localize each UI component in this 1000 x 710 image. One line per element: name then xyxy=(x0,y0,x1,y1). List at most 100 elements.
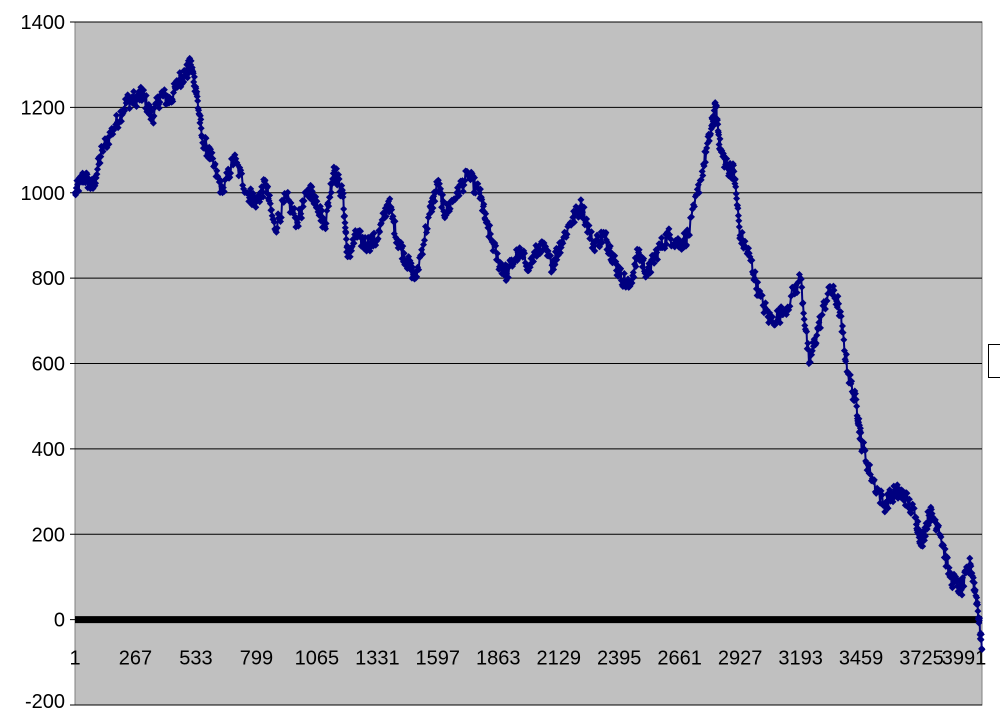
series-point xyxy=(745,244,752,252)
series-point xyxy=(313,197,321,205)
series-point xyxy=(716,135,724,143)
series-point xyxy=(474,180,482,188)
series-point xyxy=(326,193,334,201)
series-point xyxy=(647,268,655,276)
series-point xyxy=(690,203,698,210)
series-point xyxy=(290,204,298,212)
series-point xyxy=(382,212,390,220)
series-point xyxy=(620,270,628,277)
series-point xyxy=(476,185,484,193)
series-point xyxy=(409,263,416,271)
series-point xyxy=(431,197,439,205)
series-point xyxy=(348,247,355,255)
series-point xyxy=(287,199,295,207)
series-point xyxy=(480,200,488,208)
series-point xyxy=(893,481,901,489)
series-point xyxy=(570,218,578,226)
series-point xyxy=(748,256,756,264)
series-point xyxy=(799,299,807,307)
series-point xyxy=(374,235,382,243)
y-tick-label: 1000 xyxy=(21,183,66,205)
series-point xyxy=(768,313,776,321)
series-point xyxy=(842,357,850,365)
x-tick-label: 1597 xyxy=(416,648,461,670)
series-point xyxy=(776,319,784,327)
series-point xyxy=(741,237,749,245)
series-point xyxy=(806,358,814,366)
series-point xyxy=(591,247,599,255)
series-point xyxy=(818,311,826,319)
series-point xyxy=(156,98,164,106)
series-point xyxy=(339,189,347,197)
series-point xyxy=(194,97,202,105)
series-point xyxy=(342,229,350,237)
y-tick-label: 600 xyxy=(32,354,65,376)
series-point xyxy=(798,283,806,291)
series-point xyxy=(959,574,967,582)
series-point xyxy=(813,331,821,339)
series-point xyxy=(580,203,588,211)
series-point xyxy=(688,213,695,221)
series-point xyxy=(852,396,860,403)
series-point xyxy=(731,175,739,183)
series-point xyxy=(935,522,943,530)
series-point xyxy=(350,239,358,247)
series-point xyxy=(460,181,468,189)
series-point xyxy=(437,185,444,193)
series-point xyxy=(338,182,346,190)
series-point xyxy=(594,232,602,240)
x-tick-label: 1863 xyxy=(476,648,521,670)
series-point xyxy=(547,252,554,260)
series-point xyxy=(187,57,195,65)
series-point xyxy=(602,229,610,236)
series-point xyxy=(341,219,349,227)
x-tick-label: 3193 xyxy=(778,648,823,670)
series-point xyxy=(658,234,666,242)
series-point xyxy=(851,390,859,398)
series-point xyxy=(202,134,210,142)
series-point xyxy=(793,289,801,297)
series-point xyxy=(812,339,820,347)
series-point xyxy=(857,429,865,437)
series-point xyxy=(149,119,157,127)
x-tick-label: 1331 xyxy=(355,648,400,670)
x-tick-label: 3459 xyxy=(839,648,884,670)
series-point xyxy=(842,350,850,358)
y-tick-label: -200 xyxy=(25,691,65,710)
series-point xyxy=(829,282,837,290)
series-point xyxy=(435,180,443,188)
series-point xyxy=(713,116,721,124)
series-point xyxy=(969,574,977,582)
series-point xyxy=(105,140,113,148)
series-point xyxy=(630,273,638,281)
series-point xyxy=(113,111,120,119)
series-point xyxy=(300,197,308,205)
x-tick-label: 533 xyxy=(179,648,212,670)
series-point xyxy=(732,183,740,191)
series-point xyxy=(333,165,340,173)
series-point xyxy=(734,204,742,212)
series-point xyxy=(714,120,722,128)
series-point xyxy=(944,554,951,562)
series-point xyxy=(751,268,759,276)
series-point xyxy=(830,286,838,294)
series-point xyxy=(130,88,138,95)
series-point xyxy=(227,169,235,177)
y-tick-label: 800 xyxy=(32,268,65,290)
series-point xyxy=(94,165,101,173)
series-point xyxy=(92,179,100,187)
gridlines xyxy=(75,21,982,706)
series-point xyxy=(471,174,478,182)
series-point xyxy=(837,308,844,316)
series-point xyxy=(280,198,288,206)
series-point xyxy=(967,562,975,570)
series-point xyxy=(75,187,83,195)
series-point xyxy=(635,246,643,254)
series-point xyxy=(970,579,978,587)
series-point xyxy=(840,336,848,344)
series-point xyxy=(632,263,640,270)
series-point xyxy=(341,212,349,220)
series-point xyxy=(611,252,619,260)
series-point xyxy=(617,265,625,273)
series-point xyxy=(803,328,811,336)
